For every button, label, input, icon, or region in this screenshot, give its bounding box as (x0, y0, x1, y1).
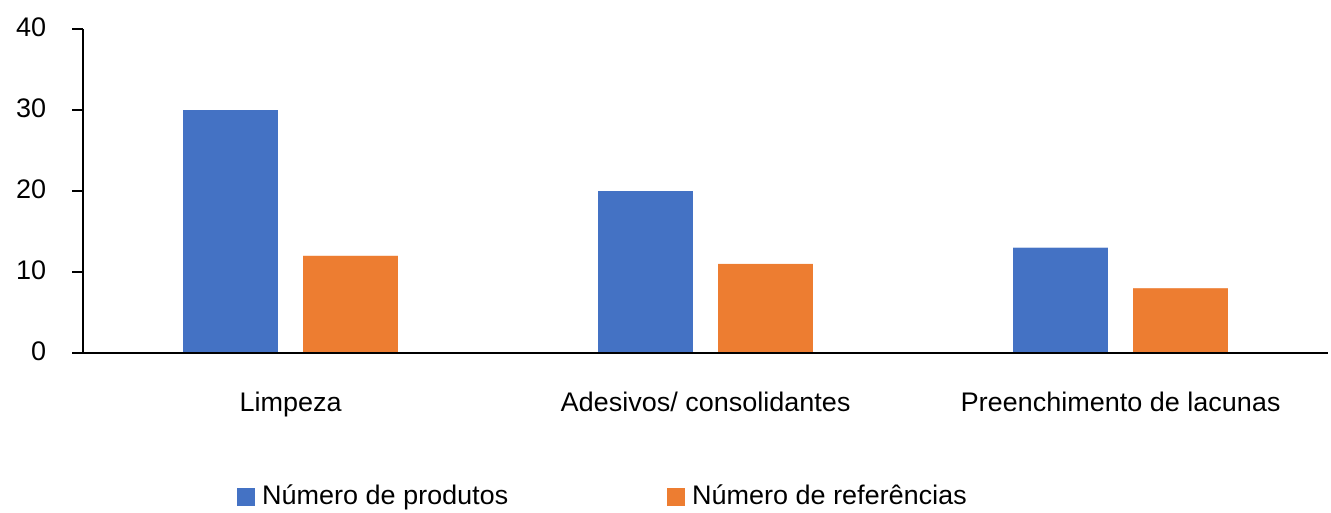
bar (183, 110, 278, 353)
legend-swatch (237, 488, 255, 506)
bar (1013, 247, 1108, 353)
y-tick-label: 10 (16, 255, 46, 285)
bar (598, 191, 693, 353)
y-tick-label: 20 (16, 174, 46, 204)
bar (1133, 288, 1228, 353)
legend-label: Número de produtos (262, 480, 508, 510)
bar (303, 255, 398, 353)
y-tick-label: 0 (31, 336, 46, 366)
legend-swatch (667, 488, 685, 506)
x-tick-label: Preenchimento de lacunas (961, 387, 1281, 417)
y-tick-label: 40 (16, 12, 46, 42)
x-tick-label: Limpeza (239, 387, 342, 417)
x-tick-label: Adesivos/ consolidantes (561, 387, 851, 417)
bar (718, 263, 813, 353)
y-tick-label: 30 (16, 93, 46, 123)
legend-label: Número de referências (692, 480, 967, 510)
